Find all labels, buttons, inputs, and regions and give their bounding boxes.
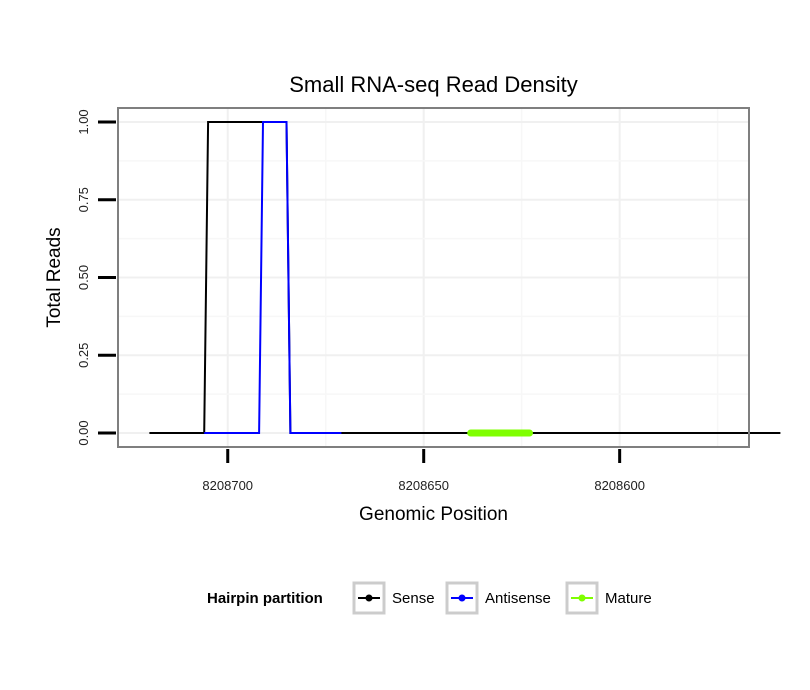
legend-label-sense: Sense <box>392 590 435 607</box>
y-tick-label: 0.25 <box>76 343 91 368</box>
legend: Hairpin partition Sense Antisense Mature <box>207 581 652 615</box>
legend-label-mature: Mature <box>605 590 652 607</box>
legend-key-point <box>458 594 466 602</box>
grid-lines <box>118 108 749 447</box>
y-tick-label: 0.75 <box>76 187 91 212</box>
series-line-antisense <box>204 121 342 434</box>
y-axis-title: Total Reads <box>44 227 65 327</box>
x-tick-label: 8208600 <box>594 478 645 493</box>
legend-key-point <box>578 594 586 602</box>
x-tick-label: 8208650 <box>398 478 449 493</box>
chart-title: Small RNA-seq Read Density <box>289 72 578 97</box>
y-tick-label: 1.00 <box>76 109 91 134</box>
legend-title: Hairpin partition <box>207 590 323 607</box>
axes: 8208700 8208650 8208600 0.00 0.25 0.50 0.75 1.0… <box>76 109 645 493</box>
y-tick-label: 0.50 <box>76 265 91 290</box>
legend-key-point <box>365 594 373 602</box>
legend-label-antisense: Antisense <box>485 590 551 607</box>
y-tick-label: 0.00 <box>76 420 91 445</box>
x-tick-label: 8208700 <box>202 478 253 493</box>
plot-border <box>117 107 750 448</box>
series-lines <box>149 121 781 437</box>
x-axis-title: Genomic Position <box>359 504 508 525</box>
